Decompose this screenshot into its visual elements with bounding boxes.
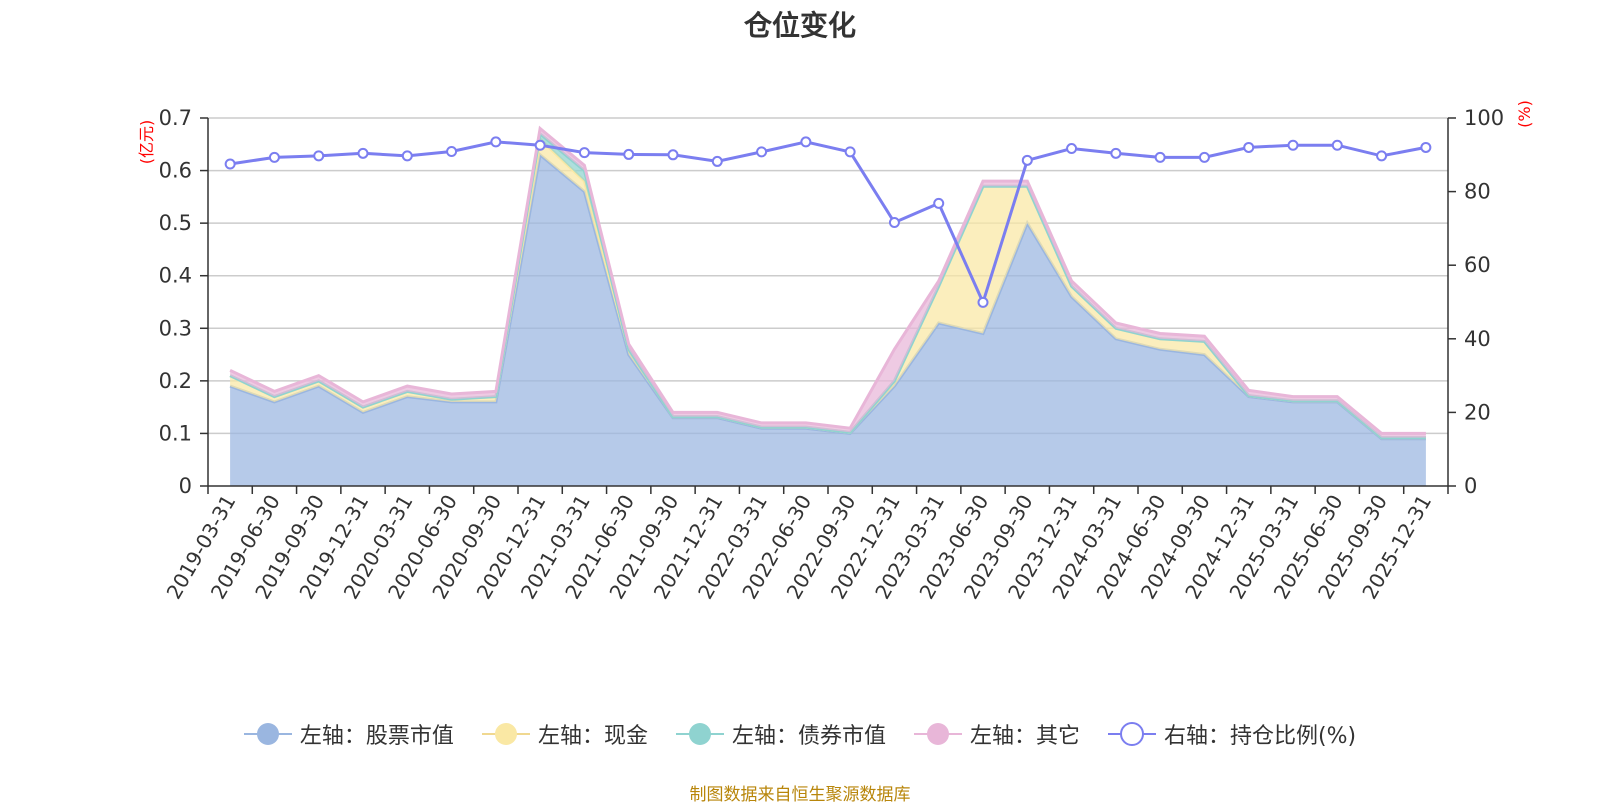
holding-ratio-point <box>756 146 768 158</box>
area-左轴：股票市值 <box>230 154 1426 487</box>
legend-dot-marker-icon <box>913 723 962 745</box>
legend-label: 右轴：持仓比例(%) <box>1163 724 1357 749</box>
y-left-tick-label: 0.2 <box>159 369 192 393</box>
legend: 左轴：股票市值 左轴：现金 左轴：债券市值 左轴：其它 右轴：持仓比例(%) <box>0 718 1600 750</box>
holding-ratio-point <box>1287 139 1299 151</box>
legend-label: 左轴：股票市值 <box>299 724 454 749</box>
legend-dot-marker-icon <box>481 723 530 745</box>
legend-item[interactable]: 左轴：其它 <box>913 718 1080 750</box>
holding-ratio-point <box>1243 141 1255 153</box>
holding-ratio-point <box>446 145 458 157</box>
line-layer <box>224 136 1432 308</box>
y-left-tick-label: 0.7 <box>159 106 192 130</box>
holding-ratio-point <box>1154 151 1166 163</box>
grid-layer <box>208 117 1448 435</box>
holding-ratio-point <box>534 139 546 151</box>
legend-label: 左轴：其它 <box>969 724 1080 749</box>
holding-ratio-point <box>800 136 812 148</box>
holding-ratio-point <box>711 155 723 167</box>
area-左轴：现金 <box>230 139 1426 439</box>
holding-ratio-point <box>313 150 325 162</box>
y-left-tick-label: 0.6 <box>159 159 192 183</box>
holding-ratio-point <box>1376 150 1388 162</box>
line-holding-ratio <box>229 140 1427 307</box>
y-right-tick-label: 100 <box>1464 106 1504 130</box>
y-left-tick-label: 0 <box>179 474 192 498</box>
holding-ratio-point <box>268 151 280 163</box>
y-right-tick-label: 60 <box>1464 253 1491 277</box>
y-left-unit: (亿元) <box>137 120 156 165</box>
area-layer <box>229 125 1426 487</box>
legend-ring-marker-icon <box>1107 722 1156 746</box>
y-right-tick-label: 20 <box>1464 400 1491 424</box>
y-right-tick-label: 80 <box>1464 180 1491 204</box>
holding-ratio-point <box>623 148 635 160</box>
holding-ratio-point <box>401 150 413 162</box>
holding-ratio-point <box>578 147 590 159</box>
area-line-左轴：其它 <box>229 125 1426 435</box>
holding-ratio-point <box>1110 147 1122 159</box>
holding-ratio-point <box>933 197 945 209</box>
holding-ratio-point <box>1198 151 1210 163</box>
chart-title: 仓位变化 <box>743 9 856 42</box>
holding-ratio-point <box>1066 143 1078 155</box>
holding-ratio-point <box>357 147 369 159</box>
y-left-tick-label: 0.5 <box>159 211 192 235</box>
holding-ratio-point <box>667 149 679 161</box>
holding-ratio-point <box>224 158 236 170</box>
y-right-tick-label: 0 <box>1464 474 1477 498</box>
legend-label: 左轴：现金 <box>537 724 648 749</box>
holding-ratio-point <box>1420 141 1432 153</box>
legend-item[interactable]: 左轴：股票市值 <box>243 718 454 750</box>
holding-ratio-point <box>1331 139 1343 151</box>
holding-ratio-point <box>977 296 989 308</box>
area-左轴：其它 <box>230 128 1426 438</box>
legend-item[interactable]: 左轴：债券市值 <box>675 718 886 750</box>
y-left-tick-label: 0.1 <box>159 421 192 445</box>
holding-ratio-point <box>1021 154 1033 166</box>
holding-ratio-point <box>844 146 856 158</box>
source-note: 制图数据来自恒生聚源数据库 <box>689 785 911 805</box>
legend-dot-marker-icon <box>243 723 292 745</box>
y-left-tick-label: 0.4 <box>159 264 192 288</box>
y-left-tick-label: 0.3 <box>159 316 192 340</box>
holding-ratio-point <box>490 136 502 148</box>
legend-item[interactable]: 右轴：持仓比例(%) <box>1107 718 1357 750</box>
legend-dot-marker-icon <box>675 723 724 745</box>
y-right-tick-label: 40 <box>1464 327 1491 351</box>
legend-label: 左轴：债券市值 <box>731 724 886 749</box>
axis-layer: 0 0.1 0.2 0.3 0.4 0.5 0.6 0.7 0 20 40 60 80 100 (亿元) (%… <box>137 100 1534 603</box>
y-right-unit: (%) <box>1515 100 1534 128</box>
holding-ratio-point <box>888 217 900 229</box>
legend-item[interactable]: 左轴：现金 <box>481 718 648 750</box>
